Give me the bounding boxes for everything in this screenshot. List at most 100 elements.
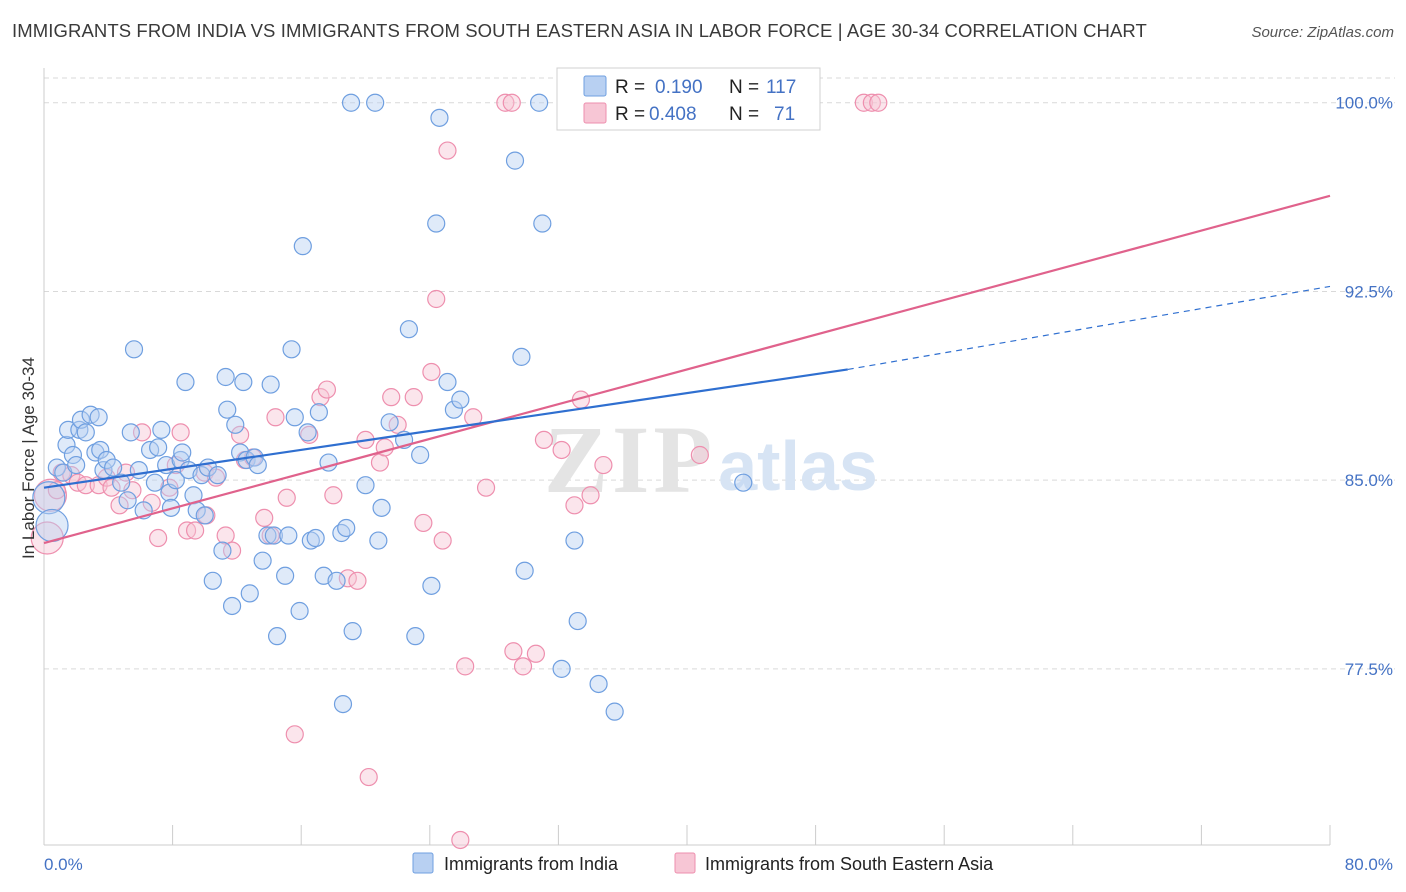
legend-r-label-india: R = [615,77,645,98]
india-point [35,508,69,543]
india-point [234,372,253,392]
india-point [67,455,86,475]
india-point [129,460,148,480]
india-point [118,491,137,510]
india-point [112,473,131,492]
india-point [366,93,385,112]
legend-r-value-sea: 0.408 [649,104,697,125]
sea-point [311,388,330,407]
sea-point [427,289,446,309]
india-point [195,506,214,525]
legend-r-label-sea: R = [615,104,645,125]
legend-r-value-india: 0.190 [655,77,703,98]
india-point [57,435,76,455]
india-point [337,518,356,538]
sea-point [502,93,521,112]
india-point [512,347,531,366]
correlation-legend: R = 0.190 N = 117 R = 0.408 N = 71 [556,67,821,131]
sea-point [438,141,457,160]
india-point [356,476,375,495]
sea-point [422,362,441,382]
india-point [427,214,446,233]
x-tick-label: 0.0% [44,855,83,874]
sea-point [476,478,496,497]
india-point [176,372,195,392]
india-point [369,531,388,550]
india-point [411,445,430,465]
india-point [267,627,287,646]
sea-point [404,388,423,407]
sea-point [317,380,337,399]
sea-point [456,657,475,676]
sea-point [869,93,888,112]
india-point [253,551,272,570]
india-point [213,541,232,560]
india-point [552,659,571,678]
sea-point [382,388,401,407]
bottom-legend-swatch-sea [674,852,696,874]
india-point [97,450,116,470]
india-point [327,571,346,590]
sea-point [231,425,250,444]
india-point [104,458,123,477]
india-point [276,566,295,585]
sea-point [285,725,304,744]
india-point [226,415,245,434]
sea-point [149,528,168,548]
india-point [430,108,449,127]
india-point [372,498,391,517]
watermark-atlas: atlas [718,427,878,505]
sea-point [216,526,235,545]
sea-point [513,657,533,676]
india-point [173,443,192,462]
sea-point [504,642,523,661]
y-tick-label: 92.5% [1345,282,1393,301]
india-point [565,531,584,550]
sea-point [171,423,190,442]
sea-point [433,531,452,550]
india-point [240,584,259,603]
india-point [76,423,95,442]
india-point [399,320,419,339]
sea-point [160,478,179,497]
sea-point [534,430,554,450]
grid-lines [44,77,1395,670]
sea-point [222,541,242,560]
india-point [285,408,304,427]
watermark: ZIP atlas [544,406,878,513]
india-point [530,93,549,112]
india-point [343,622,362,641]
india-point [216,367,235,387]
india-point [231,443,250,462]
india-point [121,423,140,442]
legend-n-value-sea: 71 [774,104,795,125]
sea-point [414,513,433,533]
india-point [734,473,753,492]
sea-point [594,455,613,475]
india-point [145,473,165,492]
trend-line-india-projection [847,285,1331,371]
india-point [438,372,457,392]
sea-point [255,508,274,528]
india-point [279,526,298,545]
sea-point [266,408,285,427]
sea-point [526,644,545,663]
india-point [301,531,320,550]
india-point [258,526,277,545]
sea-point [496,93,515,112]
india-point [264,526,283,545]
sea-point [552,440,571,460]
sea-point [359,767,378,787]
trend-line-sea [43,194,1331,545]
india-point [505,151,525,170]
series-legend: Immigrants from India Immigrants from So… [412,852,994,874]
india-point [333,694,353,714]
trend-lines [43,194,1331,545]
sea-point [581,486,600,505]
india-point [152,420,171,439]
india-point [306,528,325,548]
india-point [218,400,237,419]
india-point [332,523,351,543]
india-point [293,237,312,256]
